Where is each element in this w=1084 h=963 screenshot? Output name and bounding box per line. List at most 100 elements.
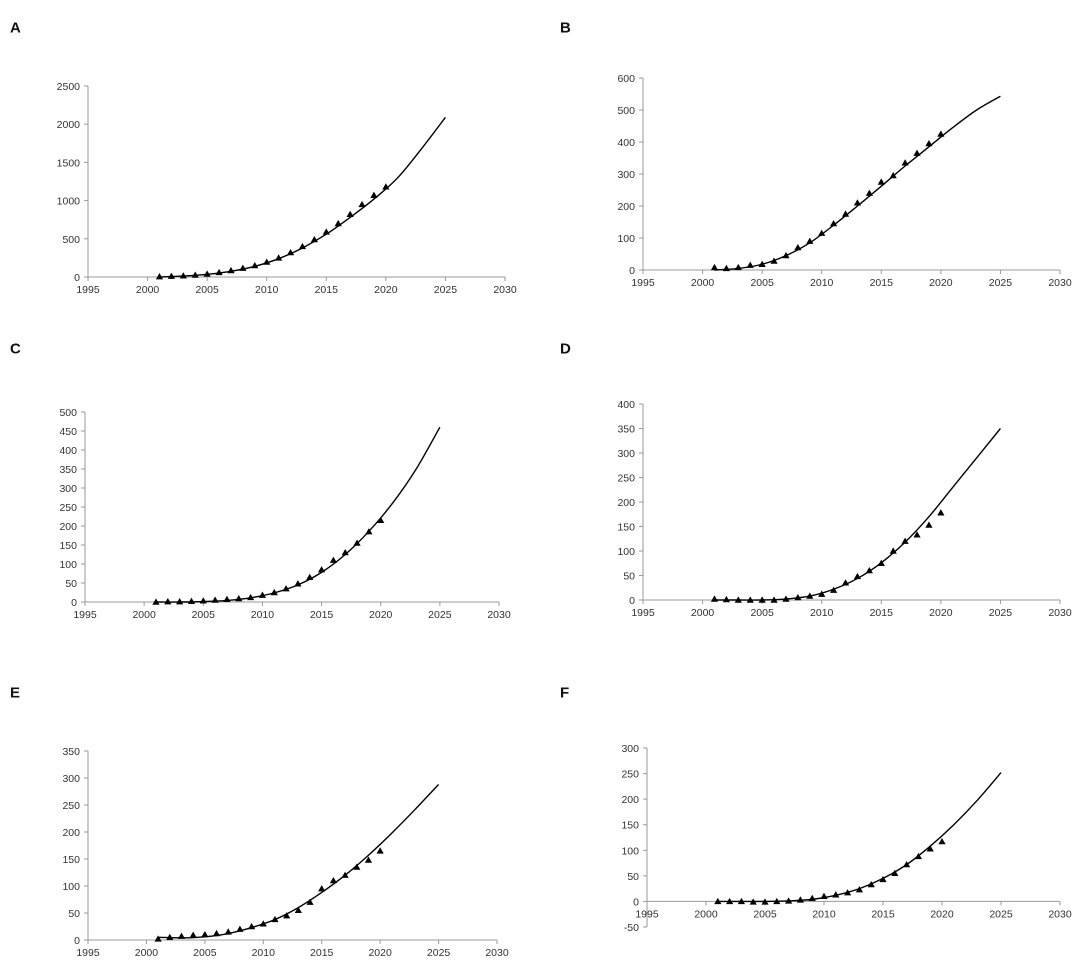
y-tick-label: 2000 <box>57 119 81 131</box>
x-tick-label: 2030 <box>1048 908 1072 920</box>
data-point-triangle <box>865 189 873 196</box>
data-point-triangle <box>294 580 302 587</box>
data-point-triangle <box>176 598 184 605</box>
y-tick-label: 400 <box>617 399 635 411</box>
data-point-triangle <box>370 191 378 198</box>
y-tick-label: 250 <box>621 769 639 781</box>
y-tick-label: 0 <box>629 595 635 607</box>
y-tick-label: 200 <box>617 497 635 509</box>
data-point-triangle <box>710 263 719 271</box>
x-tick-label: 2020 <box>929 277 953 289</box>
data-point-triangle <box>722 595 730 603</box>
y-tick-label: 0 <box>71 597 77 609</box>
x-tick-label: 2000 <box>691 277 715 289</box>
panel-letter: A <box>10 19 21 36</box>
data-point-triangle <box>796 896 804 903</box>
y-tick-label: 50 <box>623 571 635 583</box>
data-point-triangle <box>164 598 172 605</box>
x-tick-label: 1995 <box>635 908 659 920</box>
data-point-triangle <box>877 178 885 185</box>
y-tick-label: 250 <box>59 502 77 514</box>
x-tick-label: 1995 <box>631 277 655 289</box>
y-tick-label: 300 <box>617 169 635 181</box>
x-tick-label: 2030 <box>487 609 511 621</box>
y-tick-label: 350 <box>62 746 80 758</box>
x-tick-label: 2010 <box>251 609 275 621</box>
y-tick-label: 400 <box>59 445 77 457</box>
data-point-triangle <box>937 509 945 516</box>
fitted-curve <box>159 116 446 278</box>
y-tick-label: 300 <box>621 743 639 755</box>
y-tick-label: 150 <box>59 540 77 552</box>
y-tick-label: 200 <box>617 201 635 213</box>
data-point-triangle <box>901 537 909 544</box>
data-point-triangle <box>318 885 326 892</box>
x-tick-label: 1995 <box>73 609 97 621</box>
data-point-triangle <box>358 200 366 208</box>
x-tick-label: 2010 <box>810 607 834 619</box>
x-tick-label: 2015 <box>310 947 334 959</box>
data-point-triangle <box>353 863 361 870</box>
x-tick-label: 2030 <box>1048 607 1072 619</box>
x-tick-label: 2005 <box>193 947 217 959</box>
panel-e: E 1995 2000 2005 2010 2015 2020 2025 2030 0 50 100 1… <box>10 684 509 959</box>
panel-letter: C <box>10 340 21 357</box>
x-tick-label: 2005 <box>750 607 774 619</box>
data-point-triangle <box>891 869 899 876</box>
y-tick-label: 300 <box>62 773 80 785</box>
panel-c: C 1995 2000 2005 2010 2015 2020 2025 2030 0 50 100 1… <box>10 340 511 621</box>
data-point-triangle <box>166 933 174 940</box>
fitted-curve <box>717 772 1002 903</box>
fitted-curve <box>158 784 440 939</box>
panel-letter: D <box>560 340 571 357</box>
x-tick-label: 2000 <box>132 609 156 621</box>
data-point-triangle <box>329 877 337 884</box>
y-tick-label: 100 <box>617 546 635 558</box>
data-point-triangle <box>830 220 838 227</box>
x-tick-label: 2025 <box>428 609 452 621</box>
data-point-triangle <box>329 556 337 563</box>
y-tick-label: 300 <box>59 483 77 495</box>
y-tick-label: -50 <box>624 922 639 934</box>
x-tick-label: 2030 <box>485 947 509 959</box>
data-point-triangle <box>286 248 295 256</box>
data-point-triangle <box>167 272 175 279</box>
y-tick-label: 0 <box>74 272 80 284</box>
data-point-triangle <box>201 931 209 938</box>
y-tick-label: 500 <box>59 407 77 419</box>
panel-d: D 1995 2000 2005 2010 2015 2020 2025 2030 0 50 100 1… <box>560 340 1072 619</box>
x-tick-label: 2015 <box>315 284 339 296</box>
y-tick-label: 100 <box>62 881 80 893</box>
panel-b: B 1995 2000 2005 2010 2015 2020 2025 2030 0 100 200… <box>560 19 1072 289</box>
x-tick-label: 2020 <box>368 947 392 959</box>
x-tick-label: 1995 <box>76 947 100 959</box>
data-point-triangle <box>926 845 934 852</box>
y-tick-label: 200 <box>59 521 77 533</box>
x-tick-label: 2020 <box>369 609 393 621</box>
x-tick-label: 2025 <box>427 947 451 959</box>
data-point-triangle <box>913 531 921 538</box>
panel-letter: E <box>10 684 20 701</box>
fitted-curve <box>714 95 1001 271</box>
data-point-triangle <box>376 847 384 854</box>
x-tick-label: 2020 <box>929 607 953 619</box>
y-tick-label: 200 <box>62 827 80 839</box>
y-tick-label: 150 <box>621 820 639 832</box>
y-tick-label: 300 <box>617 448 635 460</box>
y-tick-label: 50 <box>627 871 639 883</box>
y-tick-label: 2500 <box>57 81 81 93</box>
y-tick-label: 0 <box>74 935 80 947</box>
data-point-triangle <box>199 597 207 604</box>
x-tick-label: 2030 <box>493 284 517 296</box>
y-tick-label: 1000 <box>57 196 81 208</box>
y-tick-label: 0 <box>633 896 639 908</box>
data-point-triangle <box>925 521 933 528</box>
x-tick-label: 2025 <box>989 607 1013 619</box>
x-tick-label: 2015 <box>870 277 894 289</box>
x-tick-label: 2005 <box>753 908 777 920</box>
y-tick-label: 600 <box>617 73 635 85</box>
y-tick-label: 100 <box>59 559 77 571</box>
x-tick-label: 2020 <box>930 908 954 920</box>
x-tick-label: 2005 <box>750 277 774 289</box>
